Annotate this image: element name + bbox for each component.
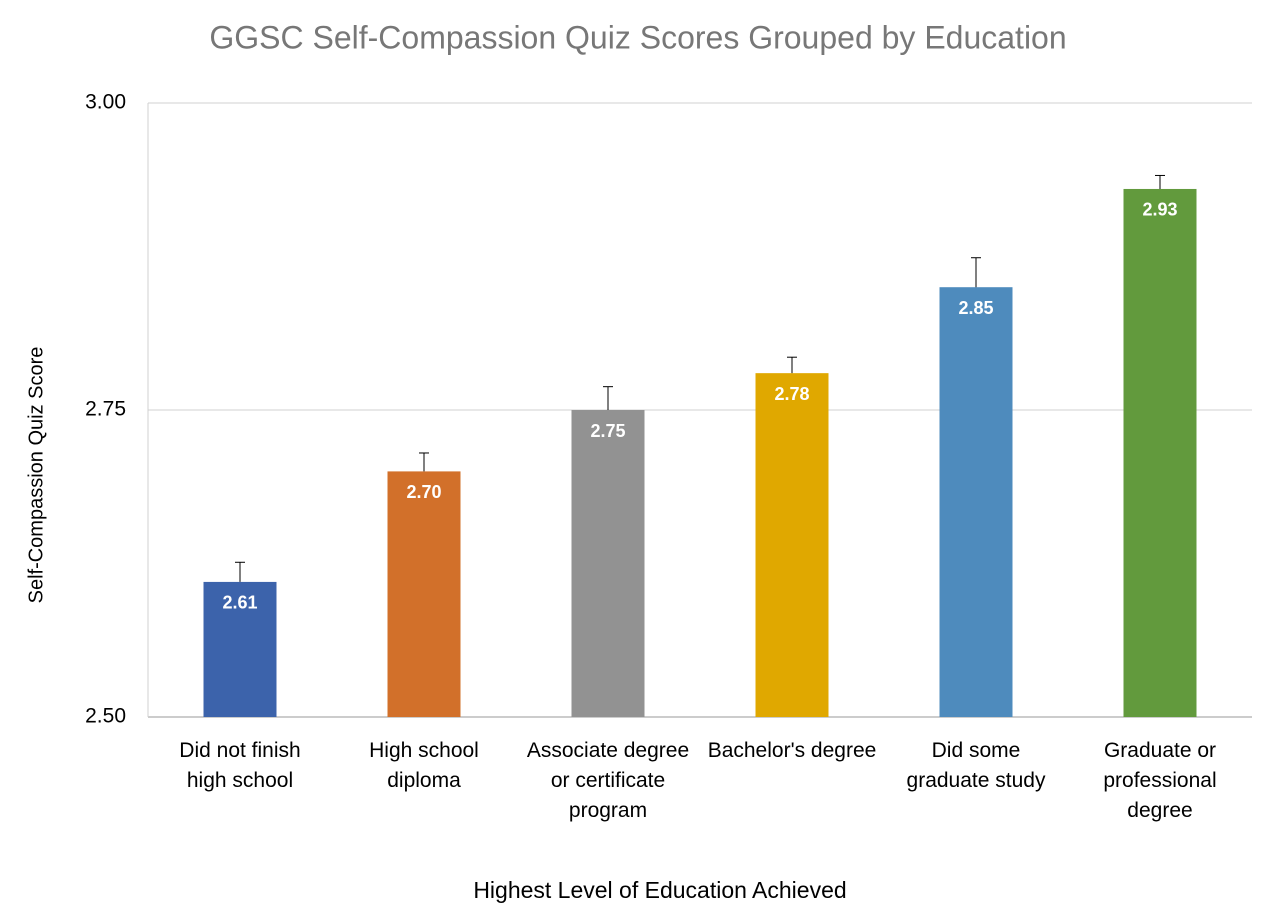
bar (387, 471, 461, 717)
error-bar (235, 561, 245, 582)
x-tick-label: High school diploma (369, 739, 479, 792)
data-label: 2.61 (222, 593, 257, 613)
error-bar (787, 356, 797, 374)
x-tick-label: Did not finish high school (179, 739, 301, 792)
x-tick-label: Associate degree or certificate program (526, 739, 690, 822)
bar (755, 373, 829, 717)
chart-title: GGSC Self-Compassion Quiz Scores Grouped… (209, 19, 1066, 55)
bar (939, 287, 1013, 717)
x-tick-label: Did some graduate study (906, 739, 1046, 792)
y-tick-label: 2.75 (85, 398, 126, 421)
x-axis-title: Highest Level of Education Achieved (473, 877, 846, 903)
bar (1123, 188, 1197, 717)
x-tick-label: Bachelor's degree (707, 739, 877, 762)
x-tick-label: Graduate or professional degree (1103, 739, 1217, 822)
error-bar (971, 257, 981, 288)
error-bar (1155, 174, 1165, 189)
y-axis-title: Self-Compassion Quiz Score (25, 347, 47, 604)
data-label: 2.75 (590, 421, 625, 441)
data-label: 2.70 (406, 482, 441, 502)
data-label: 2.78 (774, 384, 809, 404)
error-bar (419, 452, 429, 472)
y-tick-label: 3.00 (85, 91, 126, 114)
bar (571, 410, 645, 717)
y-tick-label: 2.50 (85, 705, 126, 728)
error-bar (603, 386, 613, 410)
data-label: 2.93 (1142, 200, 1177, 220)
data-label: 2.85 (958, 298, 993, 318)
bar (203, 581, 277, 717)
